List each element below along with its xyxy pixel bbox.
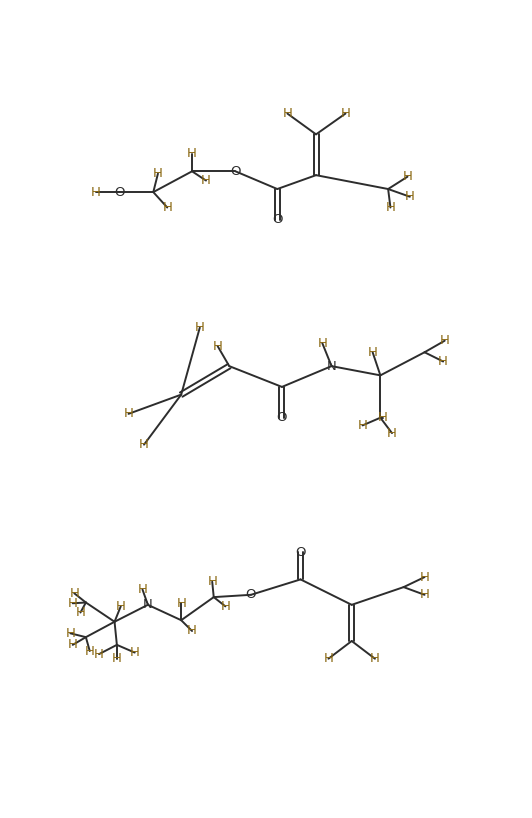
Text: N: N <box>327 360 336 373</box>
Text: H: H <box>220 600 230 613</box>
Text: H: H <box>137 583 147 596</box>
Text: H: H <box>68 597 78 609</box>
Text: H: H <box>195 321 205 334</box>
Text: H: H <box>340 107 351 120</box>
Text: N: N <box>143 598 153 611</box>
Text: H: H <box>420 588 429 601</box>
Text: O: O <box>230 164 240 178</box>
Text: H: H <box>187 147 197 160</box>
Text: H: H <box>116 600 126 613</box>
Text: H: H <box>176 597 186 609</box>
Text: H: H <box>282 107 292 120</box>
Text: H: H <box>438 355 448 368</box>
Text: H: H <box>386 201 395 214</box>
Text: O: O <box>246 588 256 601</box>
Text: O: O <box>295 546 306 559</box>
Text: O: O <box>272 213 282 227</box>
Text: H: H <box>187 624 197 637</box>
Text: H: H <box>387 427 397 439</box>
Text: H: H <box>139 438 149 452</box>
Text: H: H <box>207 575 217 588</box>
Text: H: H <box>123 407 134 420</box>
Text: H: H <box>162 201 172 214</box>
Text: H: H <box>130 646 139 659</box>
Text: H: H <box>368 346 378 359</box>
Text: H: H <box>370 652 380 665</box>
Text: H: H <box>76 606 86 619</box>
Text: H: H <box>405 191 415 203</box>
Text: H: H <box>68 638 78 651</box>
Text: H: H <box>85 645 95 658</box>
Text: H: H <box>323 652 334 665</box>
Text: H: H <box>201 174 211 187</box>
Text: O: O <box>277 411 287 425</box>
Text: H: H <box>65 627 76 640</box>
Text: H: H <box>153 167 163 180</box>
Text: H: H <box>317 336 327 349</box>
Text: H: H <box>440 335 450 347</box>
Text: H: H <box>94 648 104 661</box>
Text: H: H <box>358 419 368 432</box>
Text: H: H <box>91 186 101 199</box>
Text: H: H <box>112 652 122 665</box>
Text: H: H <box>403 170 412 183</box>
Text: H: H <box>378 411 388 425</box>
Text: O: O <box>114 186 124 199</box>
Text: H: H <box>213 339 222 353</box>
Text: H: H <box>69 587 79 600</box>
Text: H: H <box>420 571 429 583</box>
